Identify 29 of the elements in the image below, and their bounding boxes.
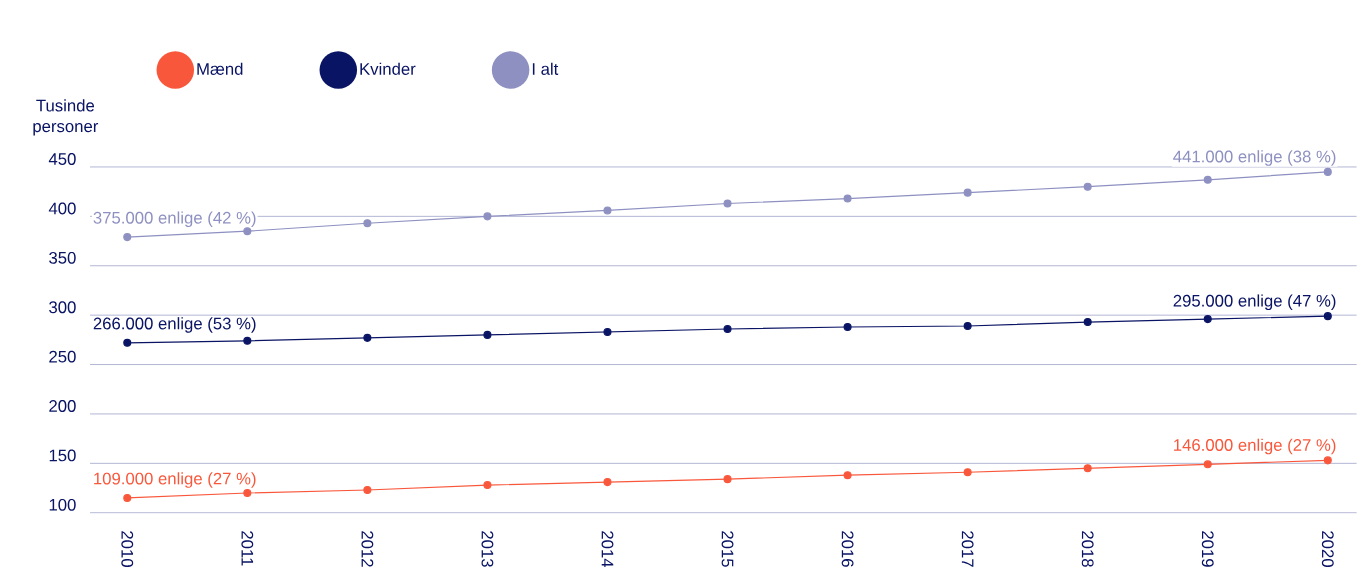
y-tick-label: 400 (48, 202, 76, 215)
y-axis-title: Tusinde personer (33, 99, 99, 136)
annotation: 109.000 enlige (27 %) (94, 472, 256, 488)
legend-label: Mænd (197, 62, 243, 75)
annotation: 375.000 enlige (42 %) (93, 211, 256, 228)
annotation: 146.000 enlige (27 %) (1174, 438, 1336, 455)
legend-label: I alt (532, 62, 559, 75)
x-tick-label: 2013 (481, 531, 494, 567)
y-tick-label: 450 (48, 153, 76, 166)
legend-label: Kvinder (360, 62, 416, 75)
x-tick-label: 2016 (841, 531, 854, 567)
y-tick-label: 150 (49, 449, 76, 462)
y-tick-label: 200 (49, 400, 76, 412)
x-tick-label: 2020 (1321, 531, 1334, 567)
y-tick-label: 350 (49, 251, 76, 264)
y-tick-label: 250 (49, 350, 76, 363)
x-tick-label: 2010 (121, 531, 134, 567)
y-tick-label: 100 (49, 498, 76, 511)
x-tick-label: 2011 (241, 531, 254, 566)
x-tick-label: 2018 (1081, 531, 1094, 567)
annotation: 295.000 enlige (47 %) (1173, 294, 1336, 311)
annotation: 441.000 enlige (38 %) (1173, 150, 1336, 166)
y-tick-label: 300 (49, 301, 76, 314)
x-tick-label: 2012 (361, 531, 374, 567)
x-tick-label: 2015 (721, 531, 734, 567)
x-tick-label: 2019 (1201, 531, 1214, 567)
annotation: 266.000 enlige (53 %) (93, 317, 256, 333)
x-tick-label: 2014 (601, 531, 614, 568)
x-tick-label: 2017 (961, 531, 974, 567)
